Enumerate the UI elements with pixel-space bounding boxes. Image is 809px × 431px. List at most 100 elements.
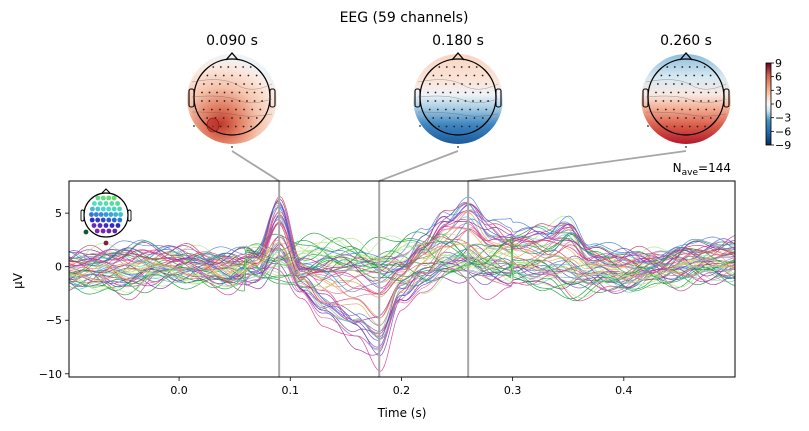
right-ear [269, 88, 276, 108]
inset-sensor-dot [113, 212, 119, 217]
inset-sensor-dot [111, 217, 117, 223]
sensor-dot [660, 74, 663, 77]
sensor-dot [250, 125, 253, 128]
sensor-dot [449, 100, 452, 102]
inset-sensor-dot [118, 212, 123, 217]
sensor-dot [445, 83, 447, 85]
colorbar-tick-label: 3 [775, 84, 782, 97]
nave-label: Nave=144 [673, 161, 731, 178]
sensor-dot [485, 83, 487, 85]
nose-outline [225, 52, 239, 61]
inset-sensor-dot [106, 195, 112, 201]
sensor-dot [655, 100, 657, 102]
sensor-dot [216, 100, 218, 102]
sensor-dot [472, 91, 474, 94]
sensor-dot [214, 74, 217, 77]
inset-sensor-dot [115, 201, 120, 206]
sensor-dot [689, 83, 691, 85]
channel-trace [69, 233, 735, 291]
sensor-dot [468, 125, 471, 128]
sensor-dot [216, 91, 218, 94]
inset-sensor-dot [106, 206, 112, 212]
sensor-dot [227, 108, 229, 111]
sensor-dot [475, 66, 478, 68]
sensor-dot [697, 83, 699, 85]
inset-sensor-dot [93, 212, 99, 217]
y-axis-label: µV [11, 272, 25, 289]
sensor-dot [238, 100, 241, 102]
sensor-dot [677, 100, 680, 102]
sensor-dot [701, 74, 704, 77]
sensor-dot [251, 83, 254, 85]
sensor-dot [203, 83, 205, 85]
contour-line [645, 111, 727, 117]
inset-right-ear [127, 209, 132, 222]
x-axis-ticks: 0.0 0.1 0.2 0.3 0.4 [170, 377, 633, 397]
inset-left-ear [80, 209, 85, 222]
sensor-dot [212, 66, 215, 68]
inset-sensor-dot [92, 201, 97, 206]
x-tick-label: 0.0 [170, 384, 188, 397]
sensor-dot [210, 108, 213, 111]
sensor-dot [677, 91, 680, 94]
sensor-dot [705, 83, 707, 85]
sensor-dot [464, 91, 467, 94]
sensor-dot [201, 100, 203, 102]
sensor-dot [472, 100, 474, 102]
topomap: 0.090 s [187, 33, 277, 148]
sensor-dot [440, 74, 443, 77]
channel-trace [69, 196, 735, 264]
sensor-dot [239, 74, 242, 77]
x-tick-label: 0.2 [393, 384, 411, 397]
x-tick-label: 0.3 [504, 384, 522, 397]
inset-sensor-dot [109, 223, 115, 228]
sensor-dot [685, 91, 687, 94]
contour-line [191, 95, 273, 103]
sensor-dot [681, 125, 684, 128]
colorbar-tick-label: 9 [775, 57, 782, 70]
topomap: 0.180 s [413, 33, 503, 148]
sensor-dot [235, 83, 237, 85]
colorbar-gradient [765, 62, 772, 146]
sensor-dot [673, 66, 676, 68]
sensor-dot [419, 125, 421, 127]
sensor-dot [231, 74, 233, 77]
sensor-dot [688, 66, 691, 68]
sensor-dot [673, 125, 676, 128]
sensor-dot [465, 117, 468, 119]
sensor-dot [696, 125, 699, 128]
sensor-dot [206, 74, 209, 77]
sensor-dot [259, 83, 261, 85]
sensor-dot [243, 83, 246, 85]
channel-trace [69, 195, 735, 274]
right-ear [495, 88, 502, 108]
channel-traces [69, 195, 735, 373]
sensor-dot [227, 66, 230, 68]
sensor-dot [206, 117, 209, 119]
sensor-dot [453, 108, 455, 111]
channel-trace [69, 222, 735, 294]
x-axis-label: Time (s) [377, 406, 427, 420]
sensor-dot [437, 83, 439, 85]
channel-trace [69, 244, 735, 281]
sensor-dot [460, 125, 463, 128]
contour-line [417, 79, 499, 90]
sensor-dot [438, 66, 441, 68]
inset-sensor-dot [103, 223, 109, 228]
sensor-dot [242, 66, 245, 68]
sensor-dot [692, 91, 695, 94]
inset-sensor-dot [100, 195, 106, 201]
topomaps: 0.090 s 0.180 s 0.260 s [187, 33, 731, 148]
sensor-dot [449, 91, 452, 94]
sensor-dot [457, 91, 459, 94]
sensor-dot [681, 83, 683, 85]
sensor-dot [434, 91, 437, 94]
sensor-dot [461, 83, 463, 85]
channel-trace [69, 203, 735, 276]
channel-trace [69, 201, 735, 272]
channel-trace [69, 238, 735, 282]
sensor-dot [239, 117, 242, 119]
inset-sensor-dot [95, 206, 101, 212]
